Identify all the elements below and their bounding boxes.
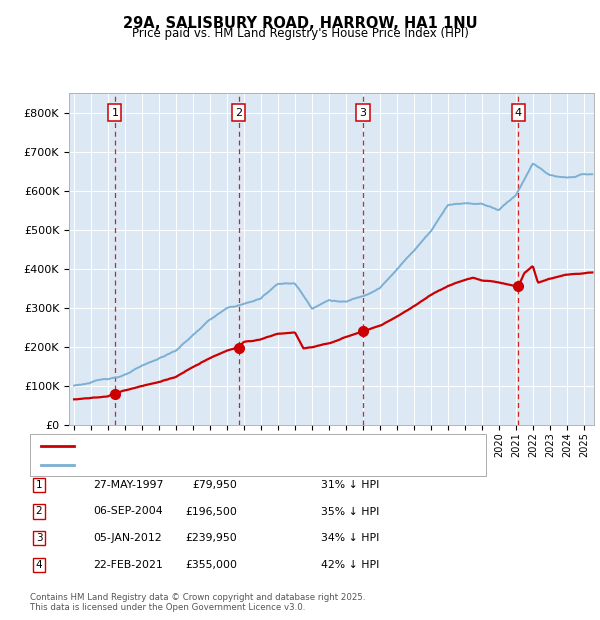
Text: 3: 3 bbox=[359, 107, 367, 118]
Text: £196,500: £196,500 bbox=[185, 507, 237, 516]
Text: 4: 4 bbox=[35, 560, 43, 570]
Text: 2: 2 bbox=[35, 507, 43, 516]
Text: 2: 2 bbox=[235, 107, 242, 118]
Text: 1: 1 bbox=[112, 107, 118, 118]
Text: 31% ↓ HPI: 31% ↓ HPI bbox=[321, 480, 379, 490]
Text: £355,000: £355,000 bbox=[185, 560, 237, 570]
Text: 27-MAY-1997: 27-MAY-1997 bbox=[93, 480, 163, 490]
Text: 4: 4 bbox=[515, 107, 522, 118]
Text: 42% ↓ HPI: 42% ↓ HPI bbox=[321, 560, 379, 570]
Text: 22-FEB-2021: 22-FEB-2021 bbox=[93, 560, 163, 570]
Text: 34% ↓ HPI: 34% ↓ HPI bbox=[321, 533, 379, 543]
Text: 3: 3 bbox=[35, 533, 43, 543]
Text: 06-SEP-2004: 06-SEP-2004 bbox=[93, 507, 163, 516]
Text: 29A, SALISBURY ROAD, HARROW, HA1 1NU: 29A, SALISBURY ROAD, HARROW, HA1 1NU bbox=[122, 16, 478, 30]
Text: Contains HM Land Registry data © Crown copyright and database right 2025.
This d: Contains HM Land Registry data © Crown c… bbox=[30, 593, 365, 612]
Text: £79,950: £79,950 bbox=[192, 480, 237, 490]
Text: 05-JAN-2012: 05-JAN-2012 bbox=[93, 533, 161, 543]
Text: 29A, SALISBURY ROAD, HARROW, HA1 1NU (semi-detached house): 29A, SALISBURY ROAD, HARROW, HA1 1NU (se… bbox=[79, 441, 413, 451]
Text: £239,950: £239,950 bbox=[185, 533, 237, 543]
Text: HPI: Average price, semi-detached house, Harrow: HPI: Average price, semi-detached house,… bbox=[79, 460, 326, 470]
Text: Price paid vs. HM Land Registry's House Price Index (HPI): Price paid vs. HM Land Registry's House … bbox=[131, 27, 469, 40]
Text: 1: 1 bbox=[35, 480, 43, 490]
Text: 35% ↓ HPI: 35% ↓ HPI bbox=[321, 507, 379, 516]
